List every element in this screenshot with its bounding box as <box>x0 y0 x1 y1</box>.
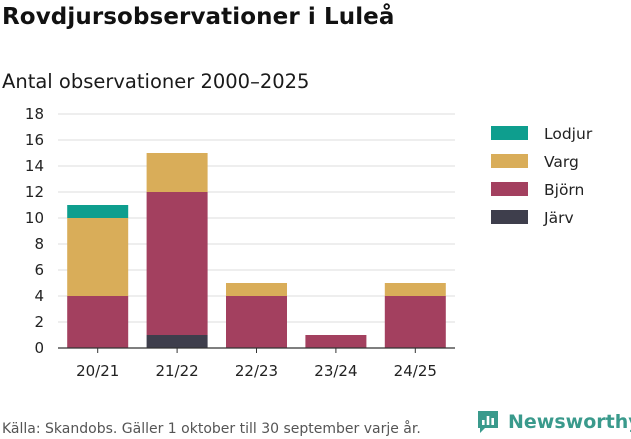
x-tick-label: 24/25 <box>394 362 437 380</box>
y-tick-label: 10 <box>25 209 44 227</box>
legend-label-järv: Järv <box>543 209 574 227</box>
brand-logo: Newsworthy <box>476 409 631 435</box>
y-tick-label: 14 <box>25 157 44 175</box>
y-tick-label: 4 <box>34 287 44 305</box>
y-tick-label: 12 <box>25 183 44 201</box>
legend: Lodjur Varg Björn Järv <box>491 125 593 227</box>
chart-title: Rovdjursobservationer i Luleå <box>2 4 395 30</box>
y-tick-label: 16 <box>25 131 44 149</box>
x-tick-label: 21/22 <box>155 362 198 380</box>
brand-name: Newsworthy <box>508 411 631 433</box>
bar-segment-varg-24-25 <box>384 283 446 296</box>
legend-swatch-lodjur <box>491 126 528 140</box>
y-tick-label: 0 <box>34 339 44 357</box>
y-tick-label: 18 <box>25 105 44 123</box>
legend-label-björn: Björn <box>544 181 584 199</box>
x-tick-label: 22/23 <box>235 362 278 380</box>
x-tick-label: 23/24 <box>314 362 357 380</box>
bar-segment-björn-21-22 <box>146 192 208 335</box>
x-axis-ticks: 20/21 21/22 22/23 23/24 24/25 <box>76 348 437 380</box>
y-axis-ticks: 0 2 4 6 8 10 12 14 16 18 <box>25 105 44 357</box>
bar-segment-björn-24-25 <box>384 296 446 348</box>
source-note: Källa: Skandobs. Gäller 1 oktober till 3… <box>2 421 421 437</box>
y-tick-label: 8 <box>34 235 44 253</box>
y-tick-label: 6 <box>34 261 44 279</box>
chart-subtitle: Antal observationer 2000–2025 <box>2 70 310 93</box>
bar-segment-varg-22-23 <box>226 283 287 296</box>
legend-swatch-björn <box>491 182 528 196</box>
newsworthy-logo-icon <box>478 411 498 433</box>
bar-segment-björn-22-23 <box>226 296 287 348</box>
x-tick-label: 20/21 <box>76 362 119 380</box>
bars <box>67 153 446 348</box>
y-tick-label: 2 <box>34 313 44 331</box>
bar-segment-björn-23-24 <box>305 335 367 348</box>
bar-segment-varg-21-22 <box>146 153 208 192</box>
bar-segment-varg-20-21 <box>67 218 129 296</box>
legend-label-varg: Varg <box>544 153 579 171</box>
bar-segment-järv-21-22 <box>146 335 208 348</box>
bar-segment-björn-20-21 <box>67 296 129 348</box>
bar-segment-lodjur-20-21 <box>67 205 129 218</box>
legend-swatch-järv <box>491 210 528 224</box>
legend-swatch-varg <box>491 154 528 168</box>
legend-label-lodjur: Lodjur <box>544 125 593 143</box>
